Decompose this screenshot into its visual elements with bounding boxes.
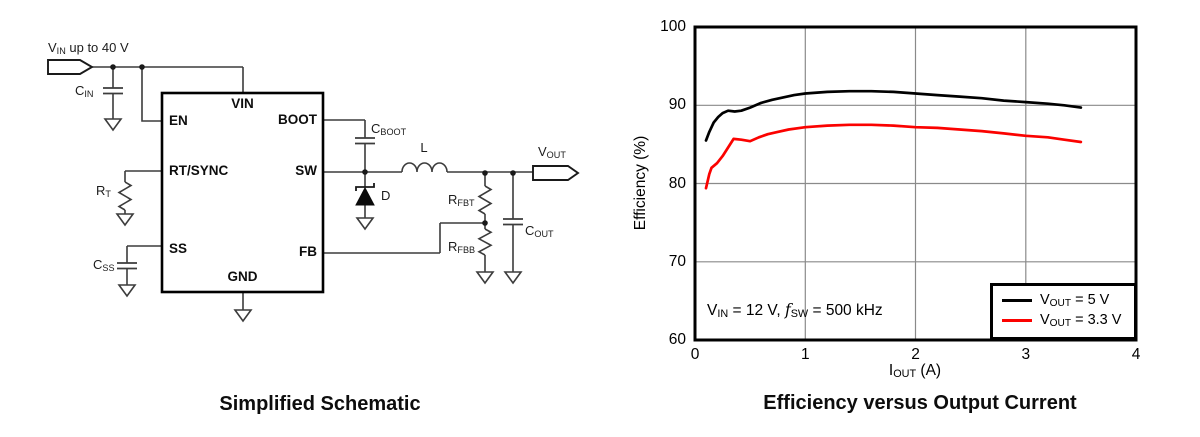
ground-symbols (103, 118, 523, 323)
x-tick-label: 4 (1131, 346, 1141, 363)
vout-label: VOUT (538, 144, 566, 160)
vin-input-label: VIN up to 40 V (48, 40, 129, 56)
y-tick-label: 100 (660, 18, 686, 35)
cboot-capacitor (355, 137, 375, 145)
cboot-label: CBOOT (371, 121, 407, 137)
x-tick-label: 2 (911, 346, 920, 363)
schottky-diode (355, 183, 375, 206)
css-capacitor (117, 262, 137, 270)
legend: VOUT = 5 V VOUT = 3.3 V (990, 283, 1137, 340)
pin-boot: BOOT (278, 112, 317, 127)
y-tick-label: 90 (668, 96, 686, 114)
legend-line-swatch-5v (1002, 298, 1032, 302)
schematic-caption: Simplified Schematic (219, 393, 421, 415)
inductor (401, 162, 448, 173)
pin-sw: SW (295, 163, 317, 178)
cin-label: CIN (75, 83, 94, 99)
y-tick-label: 70 (668, 252, 686, 270)
diode-label: D (381, 188, 391, 203)
pin-en: EN (169, 113, 188, 128)
vout-output-flag (532, 165, 580, 181)
rfbb-resistor (477, 228, 493, 256)
legend-item-3v3: VOUT = 3.3 V (993, 310, 1134, 330)
cout-label: COUT (525, 223, 554, 239)
pin-gnd: GND (227, 269, 258, 284)
schematic-graphics (47, 59, 580, 323)
rt-label: RT (96, 183, 111, 199)
vin-input-flag (47, 59, 94, 75)
junction-dots (110, 64, 516, 226)
y-tick-label: 60 (668, 331, 686, 348)
rfbt-resistor (477, 185, 493, 215)
x-tick-label: 3 (1021, 346, 1031, 363)
legend-item-5v: VOUT = 5 V (993, 290, 1134, 310)
legend-label-3v3: VOUT = 3.3 V (1040, 312, 1122, 330)
rfbb-label: RFBB (448, 239, 476, 255)
x-tick-label: 1 (800, 346, 810, 363)
pin-ss: SS (169, 241, 188, 256)
x-tick-label: 0 (690, 346, 700, 363)
chart-caption: Efficiency versus Output Current (763, 392, 1077, 414)
rt-resistor (117, 181, 133, 211)
cin-capacitor (103, 87, 123, 95)
legend-label-5v: VOUT = 5 V (1040, 292, 1110, 310)
schematic-wires (92, 66, 533, 310)
pin-fb: FB (299, 244, 317, 259)
inductor-label: L (420, 140, 428, 155)
legend-line-swatch-3v3 (1002, 318, 1032, 322)
pin-vin: VIN (231, 96, 254, 111)
rfbt-label: RFBT (448, 192, 475, 208)
x-axis-title: IOUT (A) (888, 362, 942, 381)
cout-capacitor (503, 218, 523, 226)
y-tick-label: 80 (668, 174, 686, 192)
ic-body (160, 91, 325, 294)
y-axis-title: Efficiency (%) (632, 135, 649, 231)
pin-rtsync: RT/SYNC (169, 163, 229, 178)
conditions-annotation: VIN = 12 V, fSW = 500 kHz (707, 301, 883, 321)
css-label: CSS (93, 257, 115, 273)
